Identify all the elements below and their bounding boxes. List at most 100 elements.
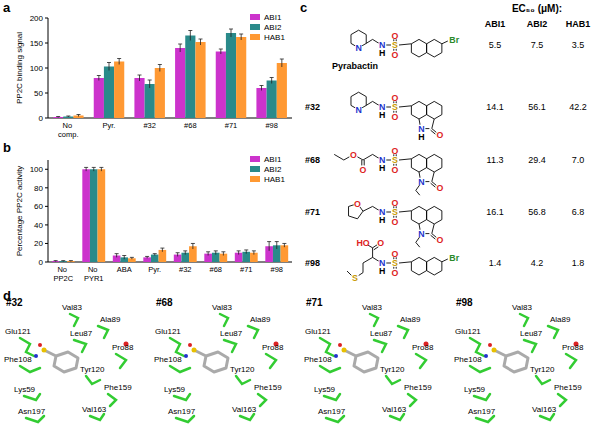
ligand	[344, 350, 378, 372]
bar	[175, 48, 185, 118]
bar	[216, 52, 226, 119]
y-tick-label: 100	[30, 165, 44, 174]
table-cell: 7.0	[572, 155, 585, 165]
y-tick-label: 20	[34, 239, 43, 248]
bond	[373, 101, 379, 105]
y-tick	[45, 187, 48, 188]
bond	[366, 101, 372, 105]
structure-view: #32Val83Ala89Leu87Glu121Pro88Phe108Tyr12…	[4, 297, 134, 422]
y-tick-label: 200	[30, 14, 44, 23]
error-bar	[69, 260, 73, 262]
atom: O	[436, 235, 443, 245]
residue-label: Ala89	[100, 315, 121, 324]
atom-bg	[449, 34, 460, 45]
residue-stick	[20, 338, 34, 356]
atom: H	[379, 163, 385, 173]
residue-label: Asn197	[168, 407, 196, 416]
bars	[52, 167, 288, 262]
compound-label: #98	[305, 258, 320, 268]
bond	[373, 154, 379, 158]
legend-label: ABI2	[264, 23, 282, 32]
error-bar	[148, 80, 152, 88]
ring	[427, 206, 442, 224]
residue-label: Val83	[512, 303, 532, 312]
table-cell: 1.8	[572, 258, 585, 268]
bond	[366, 39, 372, 43]
ligand-atom	[334, 354, 338, 358]
error-bar	[183, 251, 187, 255]
x-tick-label: #71	[240, 265, 253, 274]
structure: HOONHSOOSBr	[347, 237, 460, 282]
residue-stick	[70, 314, 78, 326]
bar	[73, 116, 83, 119]
y-axis	[48, 160, 49, 262]
legend-swatch	[250, 156, 260, 162]
residue-label: Val163	[382, 405, 407, 414]
residue-label: Tyr120	[80, 365, 105, 374]
bond	[442, 259, 448, 262]
structure-view: #68Val83Ala89Leu87Glu121Pro88Phe108Tyr12…	[154, 297, 284, 422]
error-bar	[84, 167, 88, 171]
atom: O	[392, 198, 399, 208]
ring	[411, 101, 426, 119]
compound-label: Pyrabactin	[332, 61, 378, 71]
residue-stick	[320, 338, 334, 356]
bond	[386, 212, 391, 213]
figure: abcd050100150200PP2C binding signalNo co…	[0, 0, 600, 438]
bond	[373, 257, 379, 261]
residue-stick	[474, 394, 490, 400]
error-bar	[191, 243, 195, 249]
legend-label: ABI2	[264, 165, 282, 174]
error-bar	[178, 44, 182, 52]
residue-stick	[98, 326, 108, 338]
error-bar	[214, 251, 218, 255]
bond	[386, 263, 391, 264]
label-line: PYR1	[84, 274, 104, 283]
ligand-atom	[34, 354, 38, 358]
residue-stick	[386, 376, 400, 384]
residue-label: Leu87	[220, 329, 243, 338]
table-cell: 11.3	[487, 155, 504, 165]
residue-stick	[236, 376, 250, 384]
table-header: ABI1	[485, 19, 506, 29]
residue-stick	[170, 338, 184, 356]
atom: O	[392, 249, 399, 259]
error-bar	[199, 39, 203, 45]
x-tick-label: #68	[184, 121, 197, 130]
ligand-atom	[192, 348, 197, 353]
bar	[63, 117, 73, 119]
bar-chart: 050100150200PP2C binding signalNo comp.P…	[15, 13, 292, 139]
bond	[386, 45, 391, 46]
residue-stick	[248, 326, 258, 338]
view-title: #68	[156, 297, 173, 308]
view-title: #32	[6, 297, 23, 308]
table-cell: 5.5	[489, 40, 502, 50]
bar	[53, 117, 63, 118]
y-tick	[45, 43, 48, 44]
residue-label: Glu121	[455, 327, 481, 336]
bond	[431, 183, 436, 187]
label-line: No	[88, 265, 100, 274]
residue-label: Glu121	[155, 327, 181, 336]
residue-stick	[224, 340, 236, 352]
y-tick	[45, 118, 48, 119]
error-bar	[280, 59, 284, 67]
residue-stick	[24, 394, 40, 400]
bar	[281, 245, 289, 262]
table-header: HAB1	[566, 19, 591, 29]
residue-label: Lys59	[314, 385, 336, 394]
ring	[411, 206, 426, 224]
ligand-atom	[342, 348, 347, 353]
bar	[145, 84, 155, 118]
atom: O	[392, 50, 399, 60]
structure: ONHSOONO	[349, 198, 444, 248]
error-bar	[61, 260, 65, 262]
bond	[363, 154, 373, 160]
error-bar	[56, 117, 60, 118]
bond	[399, 262, 411, 263]
compound-label: #71	[305, 207, 320, 217]
bar-chart: 020406080100Percentage PP2C activityNo P…	[15, 155, 292, 283]
y-tick	[45, 68, 48, 69]
ligand-atom	[184, 354, 188, 358]
bar	[94, 78, 104, 118]
